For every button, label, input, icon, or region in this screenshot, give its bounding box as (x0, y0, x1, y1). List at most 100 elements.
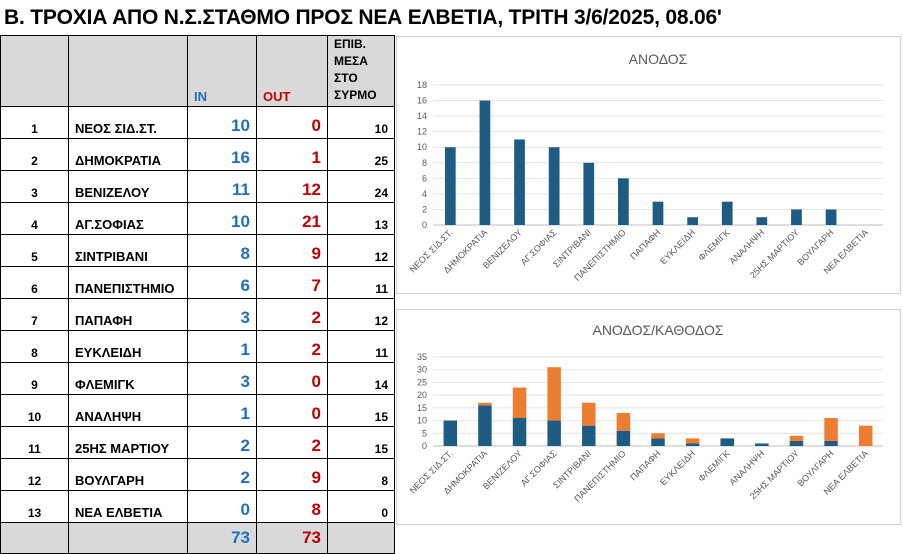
header-station (68, 35, 188, 107)
y-tick-label: 10 (417, 416, 427, 426)
category-label: ΠΑΠΑΦΗ (628, 448, 662, 482)
onboard-count: 24 (327, 170, 395, 203)
y-tick-label: 5 (422, 428, 427, 438)
category-label: ΕΥΚΛΕΙΔΗ (658, 448, 697, 487)
table-row: 8 ΕΥΚΛΕΙΔΗ 1 2 11 (0, 330, 395, 363)
category-label: ΠΑΠΑΦΗ (628, 227, 662, 261)
out-count: 2 (256, 298, 328, 331)
bar-series1 (756, 217, 768, 225)
y-tick-label: 16 (417, 96, 427, 106)
out-count: 0 (256, 106, 328, 139)
y-tick-label: 2 (422, 204, 427, 214)
bar-series2 (858, 425, 873, 446)
out-count: 8 (256, 490, 328, 523)
station-name: ΦΛΕΜΙΓΚ (68, 362, 188, 395)
onboard-count: 15 (327, 394, 395, 427)
in-count: 1 (187, 330, 257, 363)
out-count: 12 (256, 170, 328, 203)
bar-series1 (582, 425, 596, 446)
onboard-count: 13 (327, 202, 395, 235)
station-name: 25ΗΣ ΜΑΡΤΙΟΥ (68, 426, 188, 459)
out-count: 9 (256, 234, 328, 267)
row-number: 9 (0, 362, 69, 395)
bar-series2 (547, 367, 561, 421)
table-row: 10 ΑΝΑΛΗΨΗ 1 0 15 (0, 394, 395, 427)
bar-series1 (687, 217, 698, 225)
table-body: 1 ΝΕΟΣ ΣΙΔ.ΣΤ. 10 0 10 2 ΔΗΜΟΚΡΑΤΙΑ 16 1 25 3 ΒΕΝΙΖ… (0, 106, 395, 523)
bar-series2 (512, 387, 527, 419)
table-row: 7 ΠΑΠΑΦΗ 3 2 12 (0, 298, 395, 331)
station-name: ΒΟΥΛΓΑΡΗ (68, 458, 188, 491)
in-count: 6 (187, 266, 257, 299)
total-out: 73 (256, 522, 328, 554)
y-tick-label: 35 (417, 352, 427, 362)
table-row: 13 ΝΕΑ ΕΛΒΕΤΙΑ 0 8 0 (0, 490, 395, 523)
in-count: 3 (187, 298, 257, 331)
bar-series1 (755, 443, 769, 446)
row-number: 5 (0, 234, 69, 267)
bar-series2 (824, 418, 838, 441)
station-name: ΕΥΚΛΕΙΔΗ (68, 330, 188, 363)
bar-series1 (652, 201, 664, 225)
bar-series1 (583, 162, 595, 225)
onboard-count: 11 (327, 266, 395, 299)
chart-boardings: ΑΝΟΔΟΣ 0 2 4 6 8 10 12 14 16 18 ΝΕΟΣ ΣΙΔ.ΣΤ. ΔΗΜΟΚΡΑ… (396, 36, 901, 294)
station-name: ΒΕΝΙΖΕΛΟΥ (68, 170, 188, 203)
station-name: ΠΑΠΑΦΗ (68, 298, 188, 331)
in-count: 1 (187, 394, 257, 427)
row-number: 7 (0, 298, 69, 331)
out-count: 7 (256, 266, 328, 299)
totals-number (0, 522, 69, 554)
category-label: ΕΥΚΛΕΙΔΗ (658, 227, 697, 266)
in-count: 11 (187, 170, 257, 203)
y-tick-label: 8 (422, 158, 427, 168)
y-tick-label: 20 (417, 390, 427, 400)
totals-row: 73 73 (0, 522, 395, 554)
row-number: 6 (0, 266, 69, 299)
y-tick-label: 6 (422, 173, 427, 183)
station-name: ΝΕΑ ΕΛΒΕΤΙΑ (68, 490, 188, 523)
onboard-count: 8 (327, 458, 395, 491)
bar-series2 (616, 412, 631, 431)
out-count: 0 (256, 362, 328, 395)
y-tick-label: 0 (422, 220, 427, 230)
table-row: 6 ΠΑΝΕΠΙΣΤΗΜΙΟ 6 7 11 (0, 266, 395, 299)
onboard-count: 25 (327, 138, 395, 171)
out-count: 0 (256, 394, 328, 427)
onboard-count: 11 (327, 330, 395, 363)
y-tick-label: 18 (417, 80, 427, 90)
in-count: 16 (187, 138, 257, 171)
bar-series1 (514, 139, 525, 225)
bar-series1 (824, 440, 838, 446)
header-in: IN (187, 35, 257, 107)
bar-series2 (685, 438, 700, 444)
row-number: 10 (0, 394, 69, 427)
bar-series1 (789, 440, 804, 446)
y-tick-label: 12 (417, 127, 427, 137)
in-count: 2 (187, 458, 257, 491)
category-label: ΦΛΕΜΙΓΚ (696, 448, 731, 483)
category-label: ΦΛΕΜΙΓΚ (696, 227, 731, 262)
station-name: ΠΑΝΕΠΙΣΤΗΜΙΟ (68, 266, 188, 299)
bar-series2 (582, 402, 596, 426)
row-number: 3 (0, 170, 69, 203)
row-number: 1 (0, 106, 69, 139)
table-row: 5 ΣΙΝΤΡΙΒΑΝΙ 8 9 12 (0, 234, 395, 267)
bar-series1 (547, 420, 561, 446)
onboard-count: 10 (327, 106, 395, 139)
row-number: 2 (0, 138, 69, 171)
onboard-count: 12 (327, 298, 395, 331)
table-row: 1 ΝΕΟΣ ΣΙΔ.ΣΤ. 10 0 10 (0, 106, 395, 139)
onboard-count: 15 (327, 426, 395, 459)
in-count: 10 (187, 202, 257, 235)
onboard-count: 14 (327, 362, 395, 395)
totals-onboard (327, 522, 395, 554)
total-in: 73 (187, 522, 257, 554)
in-count: 10 (187, 106, 257, 139)
y-tick-label: 10 (417, 142, 427, 152)
out-count: 2 (256, 330, 328, 363)
table-row: 9 ΦΛΕΜΙΓΚ 3 0 14 (0, 362, 395, 395)
y-tick-label: 15 (417, 403, 427, 413)
station-name: ΑΝΑΛΗΨΗ (68, 394, 188, 427)
out-count: 21 (256, 202, 328, 235)
